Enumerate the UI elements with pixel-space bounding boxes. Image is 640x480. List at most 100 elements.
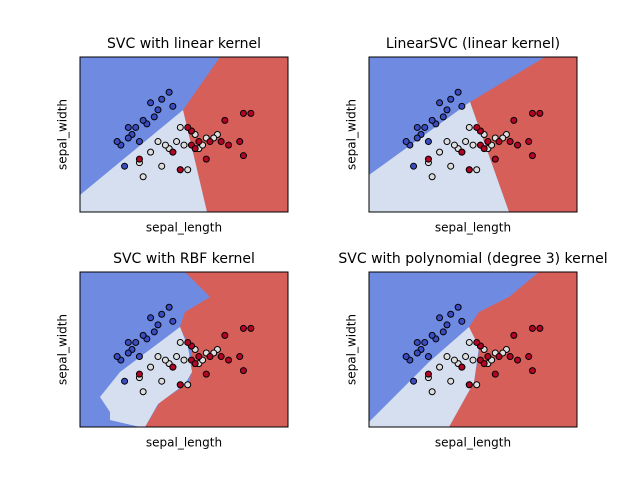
point	[428, 388, 436, 396]
subplot-title: SVC with polynomial (degree 3) kernel	[338, 251, 607, 267]
point	[239, 109, 247, 117]
point	[173, 353, 181, 361]
axes-frame	[368, 56, 578, 213]
point	[439, 328, 447, 336]
point	[158, 310, 166, 318]
point	[484, 353, 492, 361]
point	[458, 102, 466, 110]
point	[202, 155, 210, 163]
decision-region	[470, 57, 577, 212]
point	[458, 317, 466, 325]
point	[165, 303, 173, 311]
point	[465, 381, 473, 389]
point	[495, 138, 503, 146]
axes-frame	[79, 56, 289, 213]
point	[473, 381, 481, 389]
point	[169, 102, 177, 110]
point	[410, 162, 418, 170]
point	[480, 360, 488, 368]
plot-area	[80, 57, 288, 212]
point	[514, 141, 522, 149]
y-axis-label: sepal_width	[56, 314, 70, 385]
point	[176, 166, 184, 174]
point	[447, 95, 455, 103]
point	[169, 148, 177, 156]
point	[424, 138, 432, 146]
point	[154, 106, 162, 114]
point	[465, 338, 473, 346]
point	[484, 138, 492, 146]
point	[536, 324, 544, 332]
point	[447, 162, 455, 170]
point	[121, 377, 129, 385]
point	[421, 123, 429, 131]
point	[510, 116, 518, 124]
point	[413, 349, 421, 357]
point	[147, 99, 155, 107]
point	[428, 116, 436, 124]
point	[154, 138, 162, 146]
point	[158, 162, 166, 170]
point	[161, 141, 169, 149]
point	[458, 363, 466, 371]
point	[217, 138, 225, 146]
point	[436, 363, 444, 371]
y-axis-label: sepal_width	[345, 314, 359, 385]
point	[465, 166, 473, 174]
point	[528, 324, 536, 332]
point	[514, 356, 522, 364]
decision-region	[369, 327, 479, 427]
subplot-title: SVC with linear kernel	[107, 36, 261, 52]
subplot-title: LinearSVC (linear kernel)	[386, 36, 560, 52]
point	[147, 148, 155, 156]
point	[124, 123, 132, 131]
point	[413, 123, 421, 131]
point	[439, 113, 447, 121]
point	[247, 109, 255, 117]
point	[184, 166, 192, 174]
point	[184, 123, 192, 131]
point	[158, 95, 166, 103]
point	[424, 155, 432, 163]
y-axis-label: sepal_width	[56, 99, 70, 170]
point	[173, 138, 181, 146]
point	[184, 338, 192, 346]
point	[236, 353, 244, 361]
point	[465, 123, 473, 131]
point	[536, 109, 544, 117]
point	[473, 166, 481, 174]
point	[447, 377, 455, 385]
point	[510, 331, 518, 339]
point	[169, 363, 177, 371]
point	[124, 349, 132, 357]
axes-frame	[368, 271, 578, 428]
point	[506, 138, 514, 146]
x-axis-label: sepal_length	[146, 221, 222, 235]
point	[184, 381, 192, 389]
point	[139, 331, 147, 339]
decision-region	[100, 327, 192, 427]
point	[225, 141, 233, 149]
point	[443, 353, 451, 361]
point	[124, 134, 132, 142]
point	[436, 148, 444, 156]
point	[180, 141, 188, 149]
point	[124, 338, 132, 346]
point	[528, 152, 536, 160]
point	[424, 353, 432, 361]
point	[450, 141, 458, 149]
decision-region	[183, 57, 288, 212]
point	[154, 321, 162, 329]
point	[225, 356, 233, 364]
point	[191, 145, 199, 153]
axes-frame	[79, 271, 289, 428]
point	[239, 324, 247, 332]
point	[206, 138, 214, 146]
point	[139, 388, 147, 396]
point	[121, 162, 129, 170]
point	[473, 123, 481, 131]
point	[135, 370, 143, 378]
point	[402, 138, 410, 146]
plot-area	[369, 57, 577, 212]
point	[469, 356, 477, 364]
